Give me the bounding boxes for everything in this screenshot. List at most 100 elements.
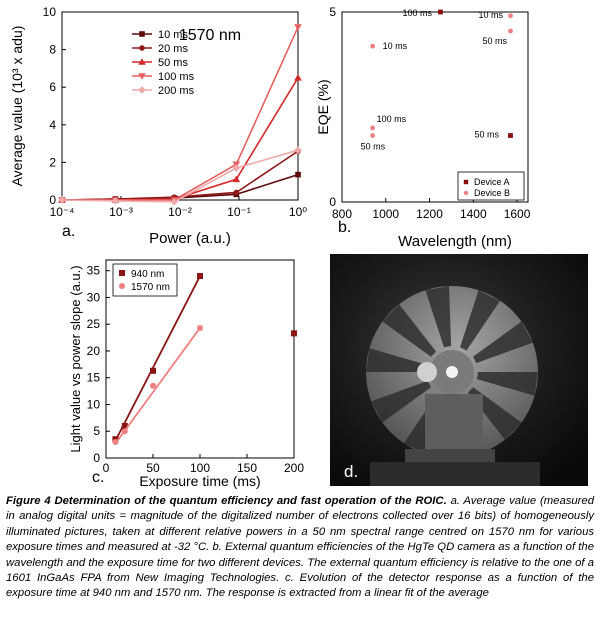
series-line [61,149,299,203]
chopper-blade-gap [460,290,501,351]
legend-marker [463,190,469,196]
chart-a-average-value: 10⁻⁴ 10⁻³ 10⁻² 10⁻¹ 10⁰ 0 2 4 6 8 10 Power (a.u.) Av… [9,5,307,247]
legend-marker [119,270,125,276]
point-label: 100 ms [377,114,407,124]
x-tick-label: 10⁻⁴ [50,205,75,219]
point-label: 10 ms [478,10,503,20]
caption-title: Figure 4 Determination of the quantum ef… [6,495,447,507]
panel-letter-b: b. [338,219,351,236]
y-tick-label: 5 [329,5,336,19]
data-point [508,13,513,19]
data-point [438,9,443,15]
y-axis-label: Average value (10³ x adu) [9,26,25,187]
figure-caption: Figure 4 Determination of the quantum ef… [6,494,594,602]
data-point [170,198,179,206]
panel-letter-a: a. [62,223,75,240]
data-point [112,438,119,445]
data-point [232,175,241,183]
x-tick-label: 1200 [416,207,443,221]
y-tick-label: 20 [87,344,101,358]
legend-label: 940 nm [131,269,164,280]
x-tick-label: 200 [284,461,304,475]
camera-photo-chopper-wheel: d. [330,254,588,486]
chopper-wheel-image [330,254,588,486]
wavelength-annotation: 1570 nm [179,27,241,44]
x-tick-label: 10⁻² [168,205,192,219]
y-axis-label: Light value vs power slope (a.u.) [68,265,83,452]
y-tick-label: 5 [93,424,100,438]
data-point [121,428,128,435]
chart-c-light-value: 0 50 100 150 200 0 5 10 15 20 25 30 35 Exposure time … [68,259,304,489]
data-point [508,28,513,34]
chopper-blade-gap [425,286,452,348]
data-point [58,196,66,204]
point-label: 50 ms [361,142,386,152]
y-tick-label: 6 [49,80,56,94]
data-point [508,133,513,138]
legend-label: 50 ms [158,57,188,69]
y-tick-label: 0 [329,195,336,209]
legend-label: 100 ms [158,71,195,83]
x-tick-label: 100 [190,461,210,475]
point-label: 50 ms [482,36,507,46]
legend-box [457,171,525,201]
y-tick-label: 2 [49,155,56,169]
y-tick-label: 4 [49,118,56,132]
legend-marker [119,283,125,289]
legend: 10 ms 20 ms 50 ms 100 ms 200 ms [132,29,195,97]
x-tick-label: 1400 [460,207,487,221]
data-point [150,382,156,389]
y-tick-label: 25 [87,317,101,331]
legend-label: Device A [474,177,510,187]
y-tick-label: 10 [87,397,101,411]
chopper-blade-gap [476,372,538,396]
fit-line [114,327,201,445]
data-point [197,324,203,331]
chopper-blade-gap [473,321,533,364]
data-point [150,367,156,374]
data-point [233,189,240,196]
x-tick-label: 800 [332,207,352,221]
y-tick-label: 8 [49,43,56,57]
legend-box [112,263,178,297]
x-tick-label: 1000 [372,207,399,221]
data-point [232,164,241,172]
legend-label: Device B [474,188,510,198]
data-point [295,171,301,178]
x-tick-label: 0 [103,461,110,475]
x-axis-label: Exposure time (ms) [139,473,260,489]
y-tick-label: 35 [87,264,101,278]
x-tick-label: 10⁻¹ [227,205,251,219]
legend-label: 20 ms [158,43,188,55]
data-point [370,125,376,131]
y-axis-label: EQE (%) [315,79,331,134]
x-tick-label: 150 [237,461,257,475]
y-tick-label: 0 [49,193,56,207]
x-tick-label: 10⁻³ [109,205,133,219]
y-tick-label: 10 [43,5,57,19]
legend: 940 nm 1570 nm [112,263,178,297]
x-tick-label: 50 [146,461,160,475]
data-point [197,273,203,280]
data-point [294,74,302,81]
legend-marker [138,86,146,94]
legend-marker [138,73,146,80]
point-label: 50 ms [474,130,499,140]
fit-line [114,275,201,442]
legend-marker [139,45,145,51]
panel-letter-c: c. [92,469,104,486]
data-point [294,146,302,154]
legend-marker [139,31,145,37]
y-tick-label: 30 [87,290,101,304]
x-tick-label: 10⁰ [289,205,307,219]
chopper-blade-gap [366,348,428,372]
x-axis-label: Power (a.u.) [149,230,231,247]
data-point [291,330,297,337]
point-label: 100 ms [402,8,432,18]
data-point [370,43,376,49]
legend-marker [463,179,469,185]
panel-letter-d: d. [344,462,359,481]
data-point [294,24,302,31]
legend-label: 200 ms [158,85,195,97]
